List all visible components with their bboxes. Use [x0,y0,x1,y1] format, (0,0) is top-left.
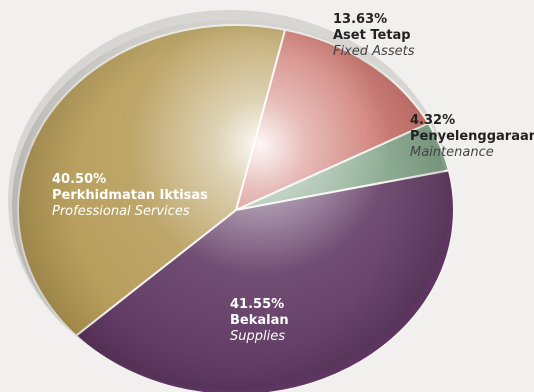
slice-label-fixed-assets: 13.63% Aset Tetap Fixed Assets [333,12,414,60]
fixed-assets-percent: 13.63% [333,12,388,27]
supplies-percent: 41.55% [230,297,285,312]
fixed-assets-label-en: Fixed Assets [333,44,415,59]
supplies-label-ms: Bekalan [230,313,289,328]
slice-label-supplies: 41.55% Bekalan Supplies [230,297,289,345]
supplies-label-en: Supplies [230,329,285,344]
slice-label-professional-services: 40.50% Perkhidmatan Iktisas Professional… [52,172,208,220]
slice-label-maintenance: 4.32% Penyelenggaraan Maintenance [410,113,534,161]
professional-services-percent: 40.50% [52,172,107,187]
fixed-assets-label-ms: Aset Tetap [333,28,411,43]
maintenance-label-ms: Penyelenggaraan [410,129,534,144]
professional-services-label-en: Professional Services [52,204,190,219]
maintenance-percent: 4.32% [410,113,456,128]
maintenance-label-en: Maintenance [410,145,494,160]
professional-services-label-ms: Perkhidmatan Iktisas [52,188,208,203]
